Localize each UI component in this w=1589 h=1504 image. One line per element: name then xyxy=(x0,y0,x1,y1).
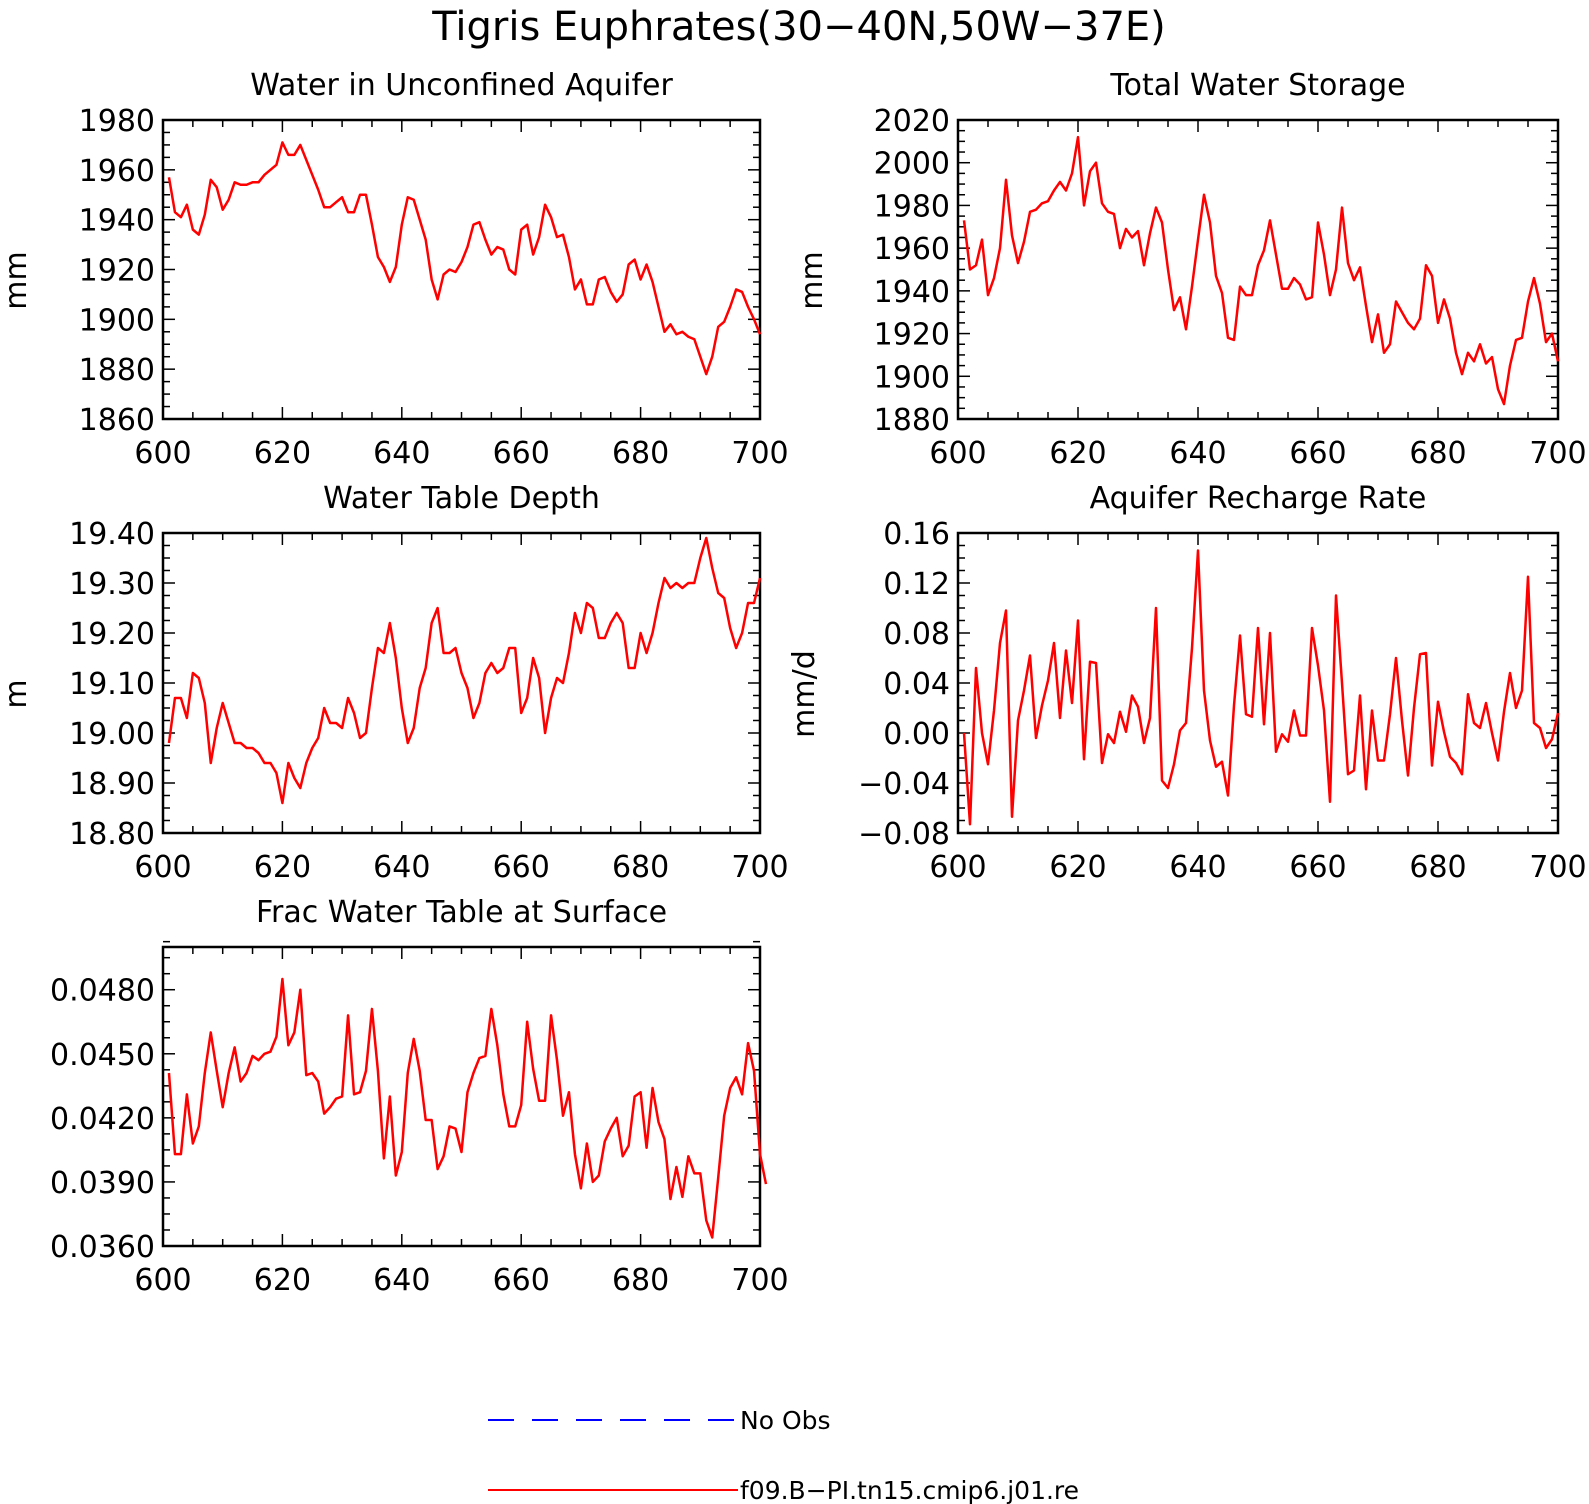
y-axis-label: mm xyxy=(795,251,830,309)
y-tick-label: 19.30 xyxy=(69,567,155,602)
x-tick-label: 660 xyxy=(1289,850,1346,885)
y-axis-label: m xyxy=(0,679,34,708)
y-tick-label: 2000 xyxy=(874,147,950,182)
y-tick-label: 0.0450 xyxy=(50,1038,155,1073)
y-tick-label: 1900 xyxy=(874,360,950,395)
x-tick-label: 660 xyxy=(493,436,550,471)
panel-title: Frac Water Table at Surface xyxy=(256,895,667,930)
panel-title: Water Table Depth xyxy=(323,481,600,516)
series-line-0 xyxy=(167,977,768,1239)
y-tick-label: 1920 xyxy=(79,254,155,289)
y-tick-label: 19.10 xyxy=(69,667,155,702)
x-tick-label: 600 xyxy=(134,850,191,885)
x-tick-label: 700 xyxy=(731,850,788,885)
panel-title: Water in Unconfined Aquifer xyxy=(250,68,673,103)
y-tick-label: 0.16 xyxy=(883,517,950,552)
legend-label-model: f09.B−PI.tn15.cmip6.j01.re xyxy=(740,1476,1079,1504)
series-line-0 xyxy=(962,135,1560,406)
y-axis-label: mm xyxy=(0,251,34,309)
y-tick-label: 1900 xyxy=(79,303,155,338)
x-tick-label: 680 xyxy=(612,436,669,471)
x-tick-label: 700 xyxy=(731,1263,788,1298)
y-tick-label: 1940 xyxy=(79,204,155,239)
x-tick-label: 620 xyxy=(254,850,311,885)
x-tick-label: 700 xyxy=(1529,436,1586,471)
panel-4: 600 620 640 660 680 700 0.0360 0.0390 0.0420 0.04… xyxy=(50,895,789,1298)
x-tick-label: 600 xyxy=(134,1263,191,1298)
x-tick-label: 700 xyxy=(1529,850,1586,885)
y-tick-label: 0.00 xyxy=(883,717,950,752)
legend: No Obs f09.B−PI.tn15.cmip6.j01.re xyxy=(488,1406,1079,1504)
panel-0: 600 620 640 660 680 700 1860 1880 1900 1920 1940 19… xyxy=(0,68,789,471)
y-tick-label: 0.0420 xyxy=(50,1102,155,1137)
y-tick-label: 0.0390 xyxy=(50,1166,155,1201)
x-tick-label: 640 xyxy=(373,1263,430,1298)
series-line-0 xyxy=(962,549,1560,826)
panels-container: 600 620 640 660 680 700 1860 1880 1900 1920 1940 19… xyxy=(0,68,1587,1298)
x-tick-label: 660 xyxy=(493,850,550,885)
y-tick-label: 1880 xyxy=(79,353,155,388)
x-tick-label: 680 xyxy=(612,1263,669,1298)
y-tick-label: 0.08 xyxy=(883,617,950,652)
y-tick-label: −0.04 xyxy=(858,767,950,802)
y-tick-label: 0.04 xyxy=(883,667,950,702)
y-tick-label: 19.00 xyxy=(69,717,155,752)
y-tick-label: 1960 xyxy=(79,154,155,189)
y-tick-label: 1940 xyxy=(874,275,950,310)
y-tick-label: 0.0360 xyxy=(50,1230,155,1265)
y-tick-label: 0.12 xyxy=(883,567,950,602)
series-line-0 xyxy=(167,141,762,376)
panel-title: Aquifer Recharge Rate xyxy=(1090,481,1427,516)
series-line-0 xyxy=(167,536,762,805)
x-tick-label: 640 xyxy=(1169,436,1226,471)
y-tick-label: 1920 xyxy=(874,318,950,353)
legend-label-no-obs: No Obs xyxy=(740,1406,831,1435)
y-tick-label: 18.90 xyxy=(69,767,155,802)
x-tick-label: 620 xyxy=(1049,436,1106,471)
panel-title: Total Water Storage xyxy=(1109,68,1405,103)
panel-2: 600 620 640 660 680 700 18.80 18.90 19.00 19.10 19… xyxy=(0,481,789,885)
panel-1: 600 620 640 660 680 700 1880 1900 1920 1940 1960 19… xyxy=(795,68,1587,471)
x-tick-label: 620 xyxy=(254,1263,311,1298)
x-tick-label: 600 xyxy=(134,436,191,471)
y-tick-label: 19.20 xyxy=(69,617,155,652)
y-tick-label: 18.80 xyxy=(69,817,155,852)
y-tick-label: 0.0480 xyxy=(50,974,155,1009)
x-tick-label: 680 xyxy=(612,850,669,885)
x-tick-label: 660 xyxy=(1289,436,1346,471)
y-tick-label: 1980 xyxy=(79,104,155,139)
y-axis-label: mm/d xyxy=(787,650,822,738)
y-tick-label: 1980 xyxy=(874,189,950,224)
x-tick-label: 620 xyxy=(254,436,311,471)
y-tick-label: 19.40 xyxy=(69,517,155,552)
y-tick-label: 1860 xyxy=(79,403,155,438)
x-tick-label: 600 xyxy=(929,436,986,471)
x-tick-label: 640 xyxy=(1169,850,1226,885)
x-tick-label: 680 xyxy=(1409,850,1466,885)
y-tick-label: −0.08 xyxy=(858,817,950,852)
x-tick-label: 660 xyxy=(493,1263,550,1298)
x-tick-label: 620 xyxy=(1049,850,1106,885)
x-tick-label: 680 xyxy=(1409,436,1466,471)
y-tick-label: 1960 xyxy=(874,232,950,267)
figure-title: Tigris Euphrates(30−40N,50W−37E) xyxy=(431,4,1166,50)
x-tick-label: 700 xyxy=(731,436,788,471)
panel-3: 600 620 640 660 680 700 −0.08 −0.04 0.00 0.04 0.08… xyxy=(787,481,1587,885)
y-tick-label: 1880 xyxy=(874,403,950,438)
y-tick-label: 2020 xyxy=(874,104,950,139)
x-tick-label: 640 xyxy=(373,436,430,471)
x-tick-label: 600 xyxy=(929,850,986,885)
x-tick-label: 640 xyxy=(373,850,430,885)
